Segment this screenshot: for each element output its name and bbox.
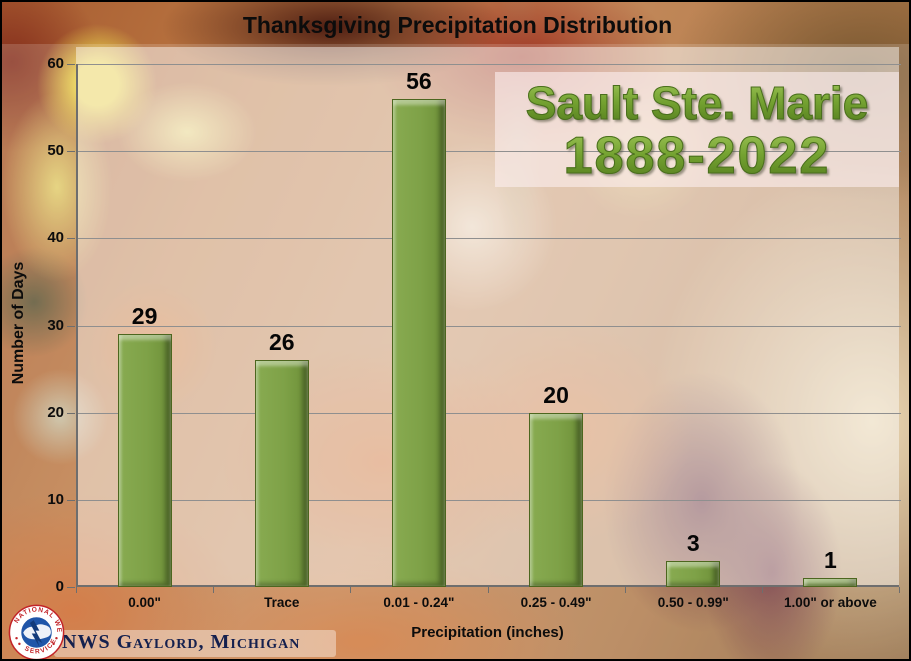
bar-value-label: 26: [268, 329, 295, 356]
credit-band: [54, 630, 336, 657]
x-category-label: 0.50 - 0.99": [657, 595, 729, 610]
y-tick-label: 40: [47, 229, 64, 247]
x-tick-mark: [76, 587, 77, 593]
bar-value-label: 56: [406, 67, 432, 94]
bar-value-label: 29: [131, 303, 158, 330]
gridline: [78, 151, 901, 153]
bar-3: [391, 98, 446, 587]
bar-2: [254, 360, 309, 587]
y-axis-title: Number of Days: [10, 261, 27, 385]
y-tick-label: 10: [47, 490, 64, 508]
annotation-years: 1888-2022: [495, 126, 899, 186]
x-tick-mark: [761, 587, 763, 593]
y-tick-label: 30: [47, 316, 64, 334]
y-tick-label: 50: [47, 142, 64, 160]
x-category-label: 0.25 - 0.49": [520, 595, 592, 610]
credit-text: NWS Gaylord, Michigan: [62, 631, 301, 653]
x-category-label: Trace: [264, 595, 300, 610]
y-tick-label: 60: [47, 55, 64, 72]
bar-6: [803, 578, 858, 587]
x-category-label: 0.00": [128, 595, 161, 610]
bar-1: [117, 334, 172, 587]
gridline: [78, 238, 901, 240]
y-tick-mark: [67, 238, 75, 240]
gridline: [78, 499, 901, 501]
x-tick-mark: [213, 587, 215, 593]
nws-seal-icon: NATIONAL WEATHER SERVICE: [8, 604, 65, 659]
x-tick-mark: [899, 587, 900, 593]
gridline: [78, 325, 901, 327]
x-axis-title: Precipitation (inches): [411, 624, 564, 641]
y-tick-mark: [67, 151, 75, 153]
x-tick-mark: [487, 587, 489, 593]
y-tick-mark: [67, 412, 75, 414]
x-category-label: 0.01 - 0.24": [383, 595, 455, 610]
y-tick-label: 20: [47, 403, 64, 421]
gridline: [78, 64, 901, 65]
bar-5: [666, 560, 721, 587]
annotation-box: [495, 72, 899, 187]
x-category-label: 1.00" or above: [784, 595, 877, 610]
y-tick-mark: [67, 64, 75, 65]
bar-value-label: 20: [543, 381, 569, 408]
y-tick-mark: [67, 325, 75, 327]
plot-area: [76, 64, 901, 587]
y-tick-mark: [67, 587, 75, 588]
bar-value-label: 3: [686, 529, 700, 556]
x-tick-mark: [624, 587, 626, 593]
y-tick-label: 0: [55, 578, 64, 595]
chart-title: Thanksgiving Precipitation Distribution: [242, 12, 673, 38]
gridline: [78, 412, 901, 414]
x-tick-mark: [350, 587, 352, 593]
bar-4: [529, 412, 584, 587]
y-tick-mark: [67, 499, 75, 501]
bar-value-label: 1: [824, 547, 837, 574]
annotation-location: Sault Ste. Marie: [495, 76, 899, 130]
